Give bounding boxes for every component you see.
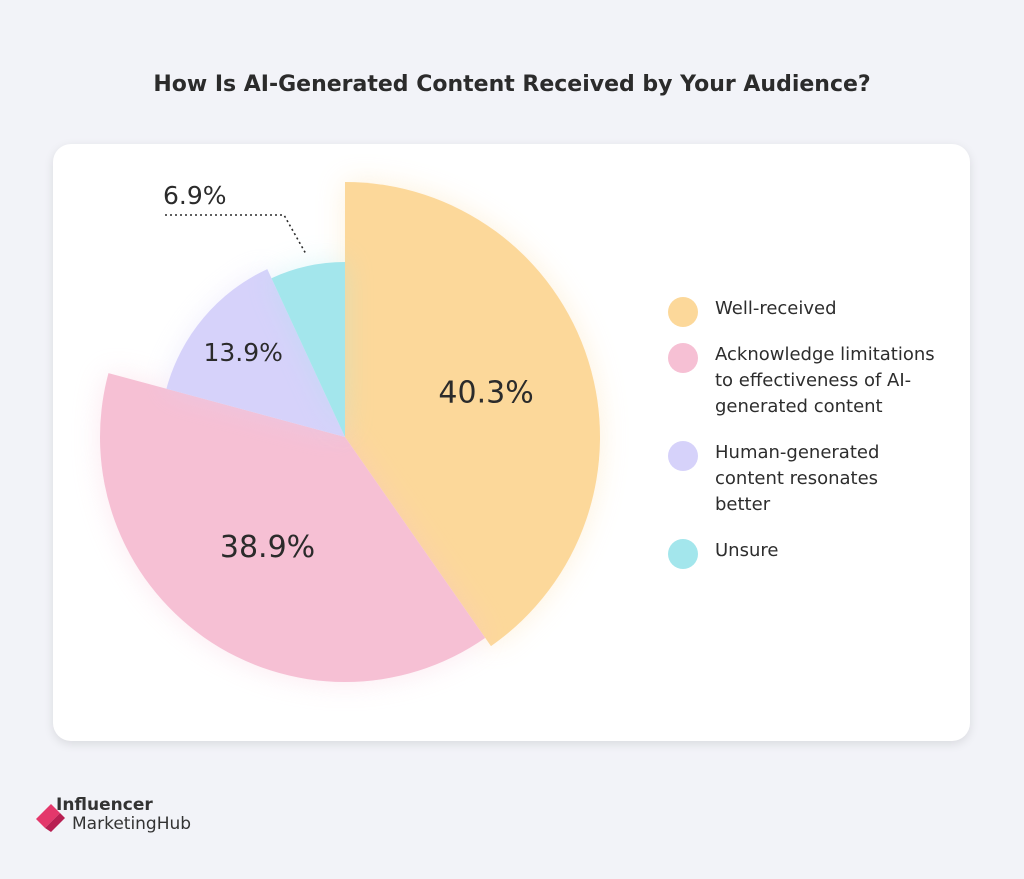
legend-label-human-generated: Human-generated content resonates better	[715, 442, 880, 515]
pie-slice-unsure	[271, 262, 345, 437]
pie-label-unsure: 6.9%	[163, 181, 227, 210]
legend-item-acknowledge-limitations: Acknowledge limitations to effectiveness …	[668, 342, 968, 420]
legend-swatch-well-received	[668, 297, 698, 327]
chart-title: How Is AI-Generated Content Received by …	[153, 72, 871, 97]
pie-slice-human-generated	[166, 269, 345, 437]
legend-swatch-human-generated	[668, 441, 698, 471]
pie-label-acknowledge-limitations: 38.9%	[220, 530, 315, 565]
brand-name-line1: Influencer	[56, 795, 153, 815]
pie-slice-well-received	[345, 182, 600, 647]
brand-name-line2: MarketingHub	[72, 814, 192, 834]
pie-label-well-received: 40.3%	[438, 376, 533, 411]
influencer-marketing-hub-logo-icon	[36, 804, 65, 832]
legend-item-human-generated: Human-generated content resonates better	[668, 440, 968, 518]
legend-label-well-received: Well-received	[715, 298, 837, 319]
pie-labels: 40.3% 38.9% 13.9% 6.9%	[163, 181, 534, 565]
pie-slice-acknowledge-limitations	[99, 373, 486, 682]
brand-logo: Influencer MarketingHub	[34, 795, 224, 841]
legend: Well-received Acknowledge limitations to e…	[668, 296, 968, 584]
legend-item-well-received: Well-received	[668, 296, 968, 327]
pie-label-human-generated: 13.9%	[203, 338, 282, 367]
pie-slices	[99, 182, 600, 682]
pie-label-leader-unsure	[165, 214, 307, 255]
legend-swatch-acknowledge-limitations	[668, 343, 698, 373]
legend-item-unsure: Unsure	[668, 538, 968, 569]
legend-label-unsure: Unsure	[715, 540, 779, 561]
legend-label-acknowledge-limitations: Acknowledge limitations to effectiveness …	[715, 344, 935, 417]
legend-swatch-unsure	[668, 539, 698, 569]
